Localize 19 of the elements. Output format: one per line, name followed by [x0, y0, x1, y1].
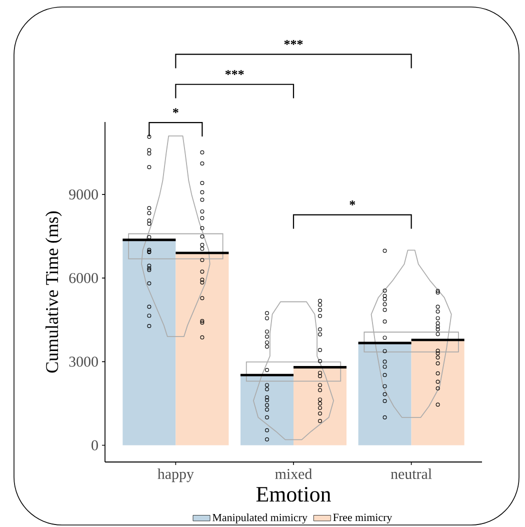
- y-tick-label: 6000: [69, 273, 98, 284]
- bar: [240, 375, 294, 446]
- x-axis-title: Emotion: [256, 486, 331, 502]
- y-tick-label: 3000: [69, 356, 98, 367]
- y-tick-label: 0: [92, 440, 98, 450]
- bar: [176, 252, 229, 446]
- legend-label: Free mimicry: [333, 514, 392, 524]
- bar: [122, 240, 176, 446]
- annotation: *: [350, 200, 356, 206]
- bar: [294, 367, 347, 446]
- x-tick-label: happy: [158, 468, 194, 482]
- text: ***: [225, 70, 244, 75]
- y-axis-title: Cumulative Time (ms): [45, 211, 62, 373]
- y-tick-label: 9000: [69, 189, 98, 200]
- text: ***: [284, 40, 303, 45]
- text: *: [172, 108, 178, 114]
- legend-label: Manipulated mimicry: [212, 514, 308, 524]
- x-tick-label: neutral: [390, 468, 432, 480]
- x-tick-label: mixed: [275, 468, 312, 480]
